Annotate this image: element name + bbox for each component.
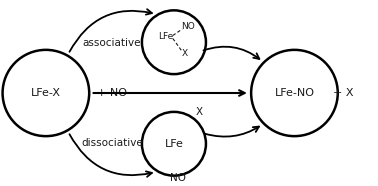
Text: X: X [196,107,203,117]
Text: LFe-NO: LFe-NO [274,88,314,98]
Text: NO: NO [170,173,186,182]
Text: dissociative: dissociative [81,138,143,148]
Text: LFe: LFe [158,32,173,41]
Text: + NO: + NO [97,88,127,98]
Text: LFe: LFe [164,139,183,149]
Text: + X: + X [333,88,354,98]
Text: LFe-X: LFe-X [31,88,61,98]
Text: NO: NO [181,22,195,31]
Text: X: X [182,49,188,58]
Text: associative: associative [82,38,141,48]
